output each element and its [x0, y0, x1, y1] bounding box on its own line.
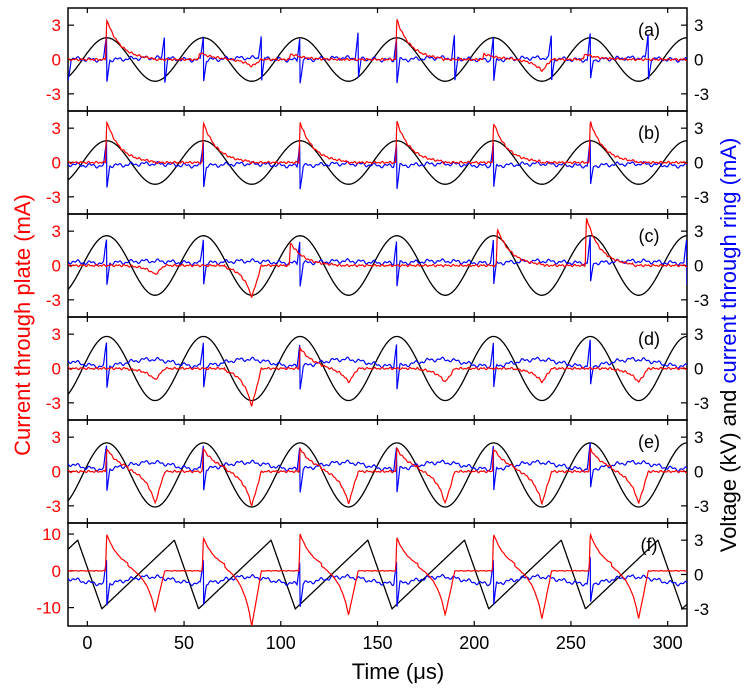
y-left-tick-label: 0	[52, 562, 61, 581]
y-left-tick-label: 10	[42, 525, 61, 544]
y-right-tick-label: 3	[694, 531, 703, 550]
panel-label: (a)	[638, 20, 660, 40]
y-left-tick-label: 3	[52, 428, 61, 447]
plate-current-line	[68, 345, 687, 407]
x-tick-labels: 0 50 100 150 200 250 300	[82, 633, 682, 653]
y-right-tick-label: 0	[694, 51, 703, 70]
y-axis-label-right-voltage: Voltage (kV) and	[716, 383, 741, 552]
panel-2: 3 0 -3 3 0 -3 (c)	[46, 213, 709, 318]
y-right-tick-label: 0	[694, 566, 703, 585]
y-right-tick-label: 0	[694, 463, 703, 482]
panel-0: 3 0 -3 3 0 -3 (a)	[46, 7, 709, 112]
y-right-tick-label: -3	[694, 394, 709, 413]
y-right-tick-label: -3	[694, 188, 709, 207]
panel-4: 3 0 -3 3 0 -3 (e)	[46, 419, 709, 524]
panel-label: (c)	[639, 226, 660, 246]
y-left-tick-label: -10	[36, 599, 61, 618]
voltage-line	[68, 539, 687, 610]
y-axis-label-left: Current through plate (mA)	[10, 194, 35, 456]
y-left-tick-label: 0	[52, 154, 61, 173]
y-left-tick-label: 3	[52, 222, 61, 241]
ring-current-line	[68, 32, 687, 84]
ring-current-line	[68, 139, 687, 190]
y-left-tick-label: 0	[52, 463, 61, 482]
plate-current-line	[68, 120, 687, 165]
panel-1: 3 0 -3 3 0 -3 (b)	[46, 110, 709, 215]
panel-series	[68, 120, 687, 190]
ring-current-line	[68, 339, 687, 390]
y-left-tick-label: -3	[46, 394, 61, 413]
panel-series	[68, 532, 687, 626]
voltage-line	[68, 37, 687, 82]
panels: 3 0 -3 3 0 -3 (a) 3 0 -3 3 0 -3 (b) 3 0 -3 3 0 -3 (c) 3 0 -3 3 0 -…	[36, 7, 709, 627]
x-tick-label: 150	[362, 633, 392, 653]
x-axis-label: Time (μs)	[352, 659, 445, 684]
plate-current-line	[68, 18, 687, 73]
y-right-tick-label: 3	[694, 325, 703, 344]
y-right-tick-label: -3	[694, 600, 709, 619]
panel-series	[68, 442, 687, 508]
y-right-tick-label: -3	[694, 85, 709, 104]
y-right-tick-label: 3	[694, 222, 703, 241]
y-right-tick-label: 3	[694, 16, 703, 35]
y-right-tick-label: -3	[694, 291, 709, 310]
y-right-tick-label: 0	[694, 360, 703, 379]
x-tick-label: 200	[459, 633, 489, 653]
voltage-line	[68, 140, 687, 185]
panel-series	[68, 218, 687, 299]
plate-current-line	[68, 218, 687, 299]
panel-frame	[67, 522, 688, 627]
y-axis-label-right-ring: current through ring (mA)	[716, 138, 741, 384]
x-tick-label: 250	[556, 633, 586, 653]
y-right-tick-label: 0	[694, 257, 703, 276]
y-axis-label-right: Voltage (kV) and current through ring (m…	[716, 138, 741, 553]
y-left-tick-label: 0	[52, 51, 61, 70]
voltage-line	[68, 442, 687, 508]
plate-current-line	[68, 532, 687, 626]
panel-series	[68, 335, 687, 407]
y-right-tick-label: 3	[694, 119, 703, 138]
y-left-tick-label: -3	[46, 188, 61, 207]
ring-current-line	[68, 557, 687, 607]
voltage-line	[68, 235, 687, 296]
y-left-tick-label: 3	[52, 325, 61, 344]
plate-current-line	[68, 446, 687, 507]
y-left-tick-label: 3	[52, 119, 61, 138]
y-right-tick-label: -3	[694, 497, 709, 516]
y-left-tick-label: -3	[46, 497, 61, 516]
panel-5: 10 0 -10 3 0 -3 (f)	[36, 522, 709, 627]
y-right-tick-label: 0	[694, 154, 703, 173]
x-tick-label: 100	[266, 633, 296, 653]
y-right-tick-label: 3	[694, 428, 703, 447]
panel-label: (d)	[638, 329, 660, 349]
y-left-tick-label: 0	[52, 360, 61, 379]
panel-label: (e)	[638, 432, 660, 452]
panel-3: 3 0 -3 3 0 -3 (d)	[46, 316, 709, 421]
y-left-tick-label: 0	[52, 257, 61, 276]
panel-series	[68, 18, 687, 84]
y-left-tick-label: -3	[46, 291, 61, 310]
x-tick-label: 300	[653, 633, 683, 653]
y-left-tick-label: 3	[52, 16, 61, 35]
panel-label: (f)	[641, 535, 658, 555]
y-left-tick-label: -3	[46, 85, 61, 104]
ring-current-line	[68, 236, 687, 287]
x-tick-label: 0	[82, 633, 92, 653]
x-tick-label: 50	[174, 633, 194, 653]
voltage-line	[68, 335, 687, 402]
panel-label: (b)	[638, 123, 660, 143]
